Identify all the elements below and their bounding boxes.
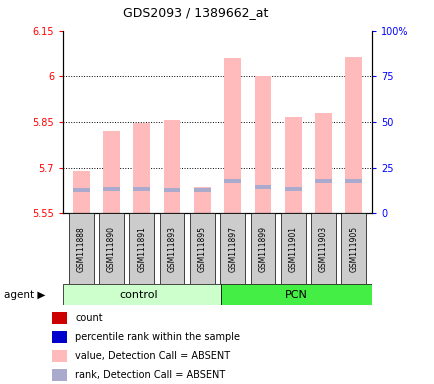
FancyBboxPatch shape	[280, 213, 305, 284]
FancyBboxPatch shape	[341, 213, 365, 284]
Bar	[314, 113, 331, 213]
Text: GSM111888: GSM111888	[76, 226, 85, 271]
Bar	[314, 179, 331, 183]
Bar	[194, 187, 210, 213]
Text: GSM111897: GSM111897	[227, 226, 237, 271]
Text: GSM111901: GSM111901	[288, 226, 297, 271]
Bar	[163, 188, 180, 192]
FancyBboxPatch shape	[220, 213, 244, 284]
Bar	[163, 121, 180, 213]
Bar	[52, 369, 67, 381]
FancyBboxPatch shape	[129, 213, 154, 284]
Text: value, Detection Call = ABSENT: value, Detection Call = ABSENT	[75, 351, 230, 361]
Text: GSM111890: GSM111890	[107, 226, 116, 271]
FancyBboxPatch shape	[69, 213, 93, 284]
Text: GDS2093 / 1389662_at: GDS2093 / 1389662_at	[123, 6, 268, 19]
Bar	[73, 170, 89, 213]
Text: count: count	[75, 313, 102, 323]
Bar	[133, 187, 150, 191]
Bar	[52, 331, 67, 343]
Text: control: control	[119, 290, 158, 300]
Text: GSM111893: GSM111893	[167, 226, 176, 271]
FancyBboxPatch shape	[220, 284, 371, 305]
Bar	[103, 187, 120, 191]
FancyBboxPatch shape	[159, 213, 184, 284]
Text: rank, Detection Call = ABSENT: rank, Detection Call = ABSENT	[75, 370, 225, 380]
Bar	[224, 179, 240, 183]
Text: PCN: PCN	[284, 290, 307, 300]
FancyBboxPatch shape	[190, 213, 214, 284]
Bar	[52, 350, 67, 362]
FancyBboxPatch shape	[250, 213, 275, 284]
Bar	[52, 313, 67, 324]
Bar	[73, 188, 89, 192]
Bar	[254, 76, 271, 213]
Text: agent ▶: agent ▶	[4, 290, 46, 300]
Text: GSM111895: GSM111895	[197, 226, 207, 271]
Text: GSM111891: GSM111891	[137, 226, 146, 271]
Bar	[224, 58, 240, 213]
Bar	[345, 56, 361, 213]
Text: percentile rank within the sample: percentile rank within the sample	[75, 332, 240, 342]
Text: GSM111903: GSM111903	[318, 225, 327, 272]
Bar	[284, 118, 301, 213]
Text: GSM111905: GSM111905	[349, 225, 358, 272]
Text: GSM111899: GSM111899	[258, 226, 267, 271]
Bar	[133, 123, 150, 213]
Bar	[345, 179, 361, 183]
Bar	[254, 185, 271, 189]
Bar	[284, 187, 301, 191]
FancyBboxPatch shape	[63, 284, 220, 305]
Bar	[194, 188, 210, 192]
Bar	[103, 131, 120, 213]
FancyBboxPatch shape	[99, 213, 124, 284]
FancyBboxPatch shape	[310, 213, 335, 284]
